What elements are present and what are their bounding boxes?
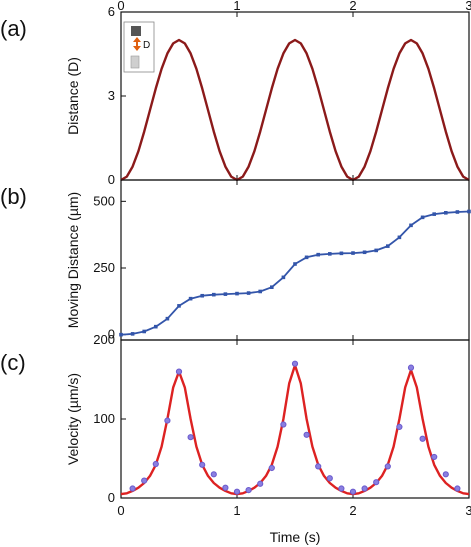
velocity-data-point [361, 485, 368, 492]
y-axis-label: Distance (D) [65, 57, 81, 135]
x-tick-label: 3 [465, 503, 471, 518]
moving-distance-marker [281, 275, 286, 280]
velocity-data-point [210, 471, 217, 478]
y-tick-label: 0 [108, 172, 115, 187]
x-tick-label: 1 [233, 503, 240, 518]
moving-distance-marker [455, 210, 460, 214]
legend-light-square-icon [130, 55, 140, 69]
velocity-data-point [164, 417, 171, 424]
x-tick-label-top: 0 [117, 0, 124, 13]
velocity-data-point [373, 479, 380, 486]
velocity-data-point [141, 477, 148, 484]
velocity-data-point [338, 485, 345, 492]
moving-distance-marker [258, 289, 262, 294]
moving-distance-marker [119, 332, 123, 337]
y-tick-label: 100 [93, 411, 115, 426]
velocity-data-point [326, 475, 333, 482]
moving-distance-marker [374, 248, 378, 253]
velocity-data-point [187, 434, 194, 441]
velocity-data-point [222, 484, 229, 491]
moving-distance-marker [246, 291, 251, 295]
panel-b-moving-distance: 0 250 500 Moving Distance (µm) [65, 179, 471, 342]
velocity-data-point [419, 435, 426, 442]
velocity-data-point [129, 485, 136, 492]
x-tick-label-top: 2 [349, 0, 356, 13]
panel-label-c: (c) [0, 350, 26, 375]
legend: D [123, 21, 155, 73]
legend-dark-square-icon [131, 26, 141, 36]
moving-distance-marker [351, 251, 355, 255]
x-tick-label-top: 1 [233, 0, 240, 13]
y-tick-label: 500 [93, 193, 115, 208]
moving-distance-marker [444, 211, 448, 215]
moving-distance-marker [165, 316, 170, 321]
moving-distance-marker [339, 251, 344, 256]
velocity-data-point [407, 364, 415, 371]
moving-distance-marker [154, 324, 158, 329]
moving-distance-marker [386, 244, 390, 248]
velocity-data-point [257, 480, 264, 487]
x-tick-label-top: 3 [465, 0, 471, 13]
velocity-fit-line [120, 364, 470, 496]
moving-distance-marker [130, 332, 135, 336]
moving-distance-marker [223, 292, 228, 296]
x-tick-label: 0 [117, 503, 124, 518]
velocity-data-point [152, 460, 159, 468]
moving-distance-marker [397, 235, 402, 240]
moving-distance-marker [293, 262, 297, 266]
plot-frame [120, 179, 470, 341]
velocity-data-point [291, 360, 299, 367]
velocity-data-point [280, 421, 287, 428]
moving-distance-line [120, 210, 470, 336]
y-tick-label: 250 [93, 260, 115, 275]
velocity-data-point [268, 464, 275, 472]
moving-distance-marker [432, 212, 436, 216]
moving-distance-marker [316, 252, 320, 257]
moving-distance-marker [328, 252, 332, 256]
y-axis-label: Moving Distance (µm) [65, 192, 81, 328]
y-tick-label: 0 [108, 327, 115, 342]
y-tick-label: 3 [108, 88, 115, 103]
y-tick-label: 6 [108, 4, 115, 19]
moving-distance-marker [270, 285, 274, 289]
velocity-data-point [396, 423, 403, 430]
distance-line [120, 38, 470, 182]
moving-distance-marker [212, 292, 216, 297]
legend-arrow-up-icon [133, 37, 141, 42]
moving-distance-marker [142, 329, 146, 334]
y-tick-label: 0 [108, 490, 115, 505]
velocity-data-point [175, 368, 183, 375]
legend-label-d: D [143, 40, 150, 51]
panel-c-velocity: 0 100 200 0 1 2 3 Velocity (µm/s) Time (s) [65, 332, 471, 545]
moving-distance-marker [188, 296, 193, 301]
velocity-data-point [315, 463, 322, 470]
x-axis-label: Time (s) [270, 529, 321, 545]
y-tick-label: 200 [93, 332, 115, 347]
velocity-data-point [199, 461, 206, 468]
velocity-data-point [303, 431, 310, 438]
panel-label-a: (a) [0, 16, 27, 41]
velocity-data-point [431, 453, 438, 461]
y-axis-label: Velocity (µm/s) [65, 373, 81, 465]
velocity-data-point [384, 463, 391, 470]
velocity-data-point [442, 471, 449, 478]
panel-label-b: (b) [0, 184, 27, 209]
moving-distance-marker [420, 215, 425, 220]
moving-distance-marker [177, 304, 181, 308]
velocity-data-point [245, 487, 252, 494]
moving-distance-marker [304, 255, 309, 260]
velocity-data-point [454, 485, 461, 492]
moving-distance-marker [362, 250, 367, 255]
moving-distance-marker [409, 223, 413, 228]
moving-distance-marker [467, 209, 471, 214]
x-tick-label: 2 [349, 503, 356, 518]
legend-arrow-down-icon [133, 46, 141, 51]
velocity-data-point [349, 488, 357, 495]
moving-distance-marker [200, 293, 204, 298]
moving-distance-marker [235, 291, 239, 296]
plot-frame [120, 11, 470, 181]
velocity-data-point [233, 488, 241, 495]
